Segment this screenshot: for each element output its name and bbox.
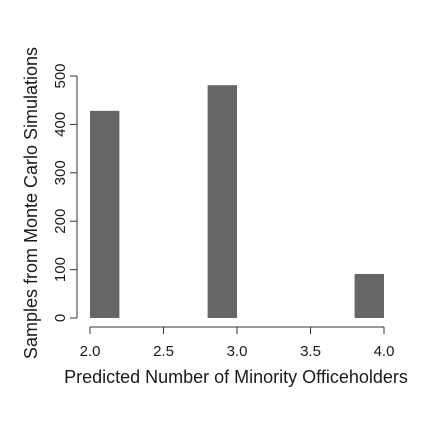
y-axis: 0 100 200 300 400 500 [52,63,78,322]
bars [90,85,384,319]
x-tick-label-3: 3.5 [300,343,321,360]
y-tick-label-1: 100 [52,257,69,282]
x-tick-label-2: 3.0 [227,343,248,360]
x-axis: 2.0 2.5 3.0 3.5 4.0 [80,326,395,360]
x-tick-label-0: 2.0 [80,343,101,360]
y-tick-label-3: 300 [52,160,69,185]
x-tick-label-1: 2.5 [153,343,174,360]
y-tick-label-0: 0 [52,314,69,322]
y-tick-label-2: 200 [52,209,69,234]
x-tick-label-4: 4.0 [374,343,395,360]
bar-2 [354,273,384,318]
y-ticks: 0 100 200 300 400 500 [52,63,77,322]
y-tick-label-4: 400 [52,112,69,137]
y-tick-label-5: 500 [52,63,69,88]
x-axis-title: Predicted Number of Minority Officeholde… [64,367,408,387]
bar-1 [207,85,237,318]
y-axis-title: Samples from Monte Carlo Simulations [21,47,41,359]
x-ticks: 2.0 2.5 3.0 3.5 4.0 [80,327,395,360]
bar-0 [90,110,120,319]
